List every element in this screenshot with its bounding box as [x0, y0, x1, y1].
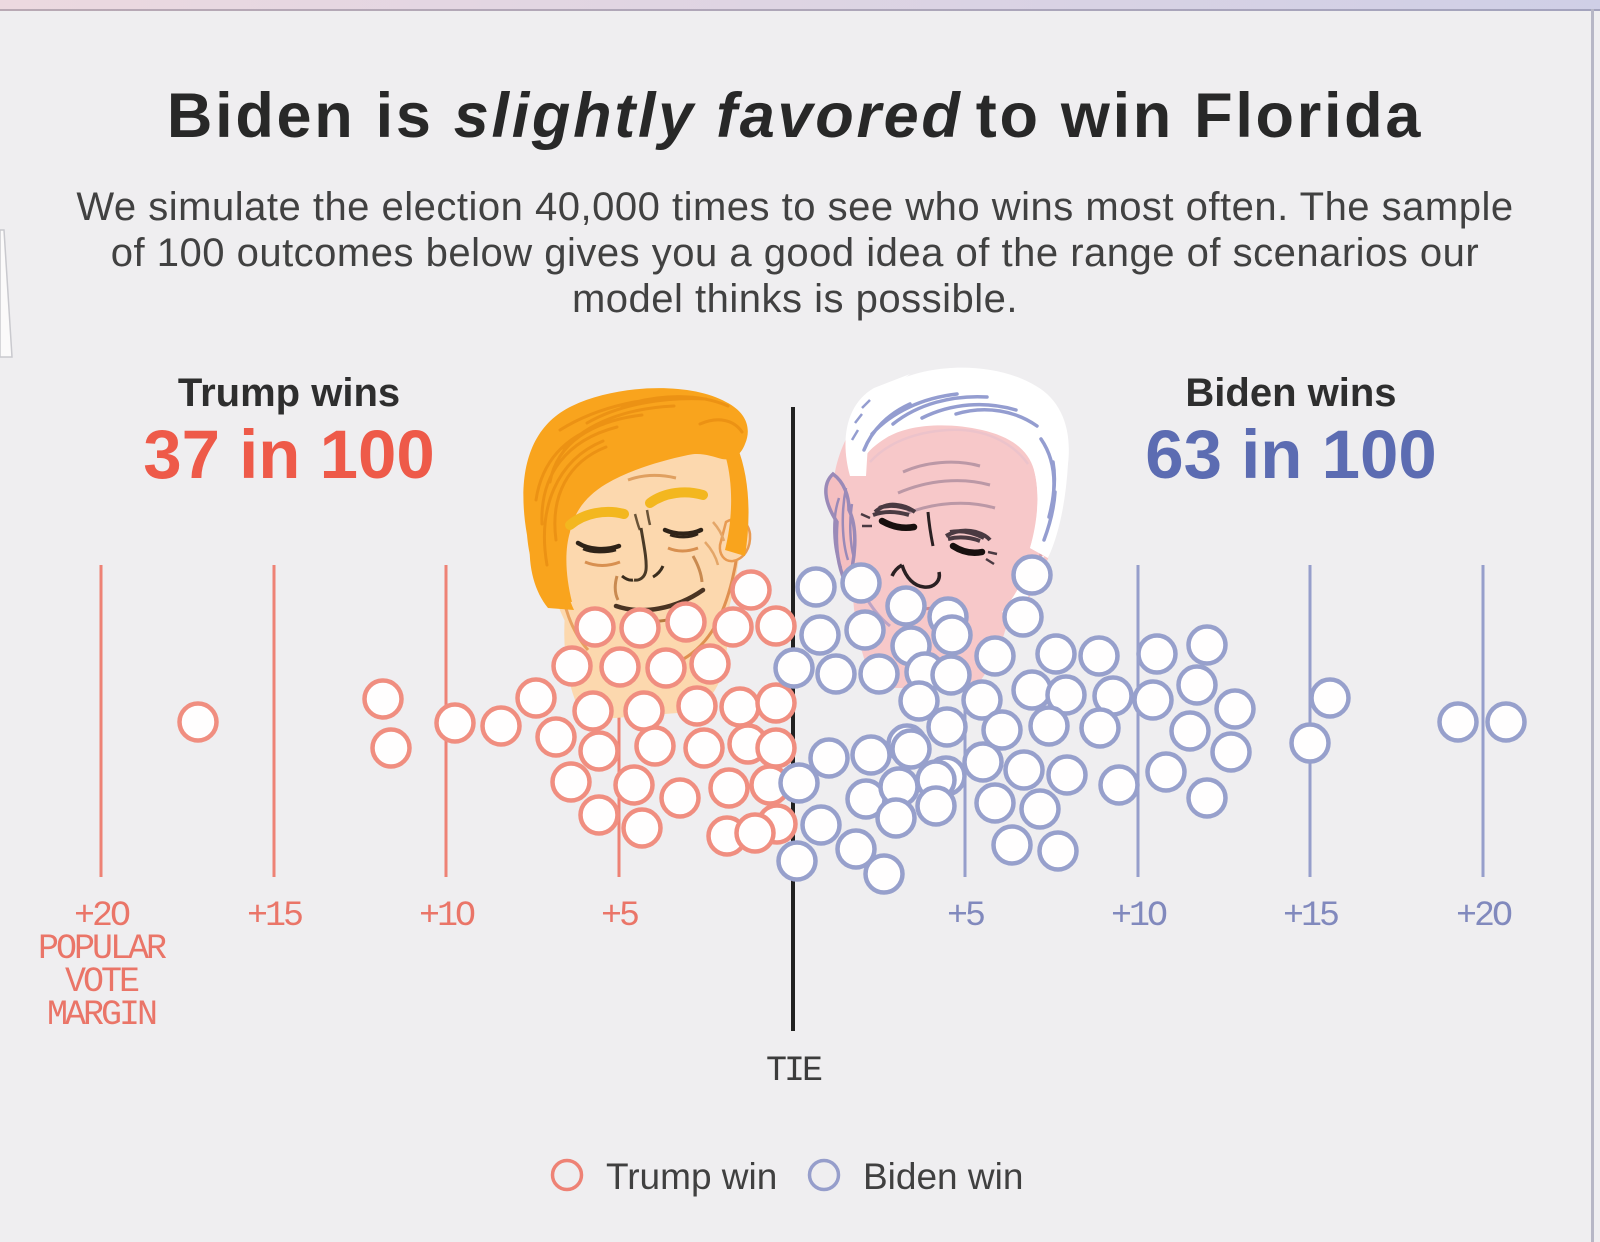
svg-text:MARGIN: MARGIN	[47, 995, 156, 1035]
svg-text:+2O: +2O	[74, 896, 130, 936]
svg-text:+5: +5	[601, 896, 638, 936]
svg-text:+5: +5	[947, 896, 984, 936]
svg-text:VOTE: VOTE	[65, 962, 139, 1002]
svg-text:+1O: +1O	[419, 896, 475, 936]
svg-text:+15: +15	[1283, 896, 1338, 936]
svg-text:Trump win: Trump win	[606, 1156, 777, 1197]
svg-text:+2O: +2O	[1456, 896, 1512, 936]
svg-text:TIE: TIE	[766, 1051, 822, 1091]
svg-text:POPULAR: POPULAR	[38, 929, 167, 969]
svg-text:+15: +15	[247, 896, 302, 936]
svg-text:+1O: +1O	[1111, 896, 1167, 936]
svg-text:Biden win: Biden win	[863, 1156, 1023, 1197]
